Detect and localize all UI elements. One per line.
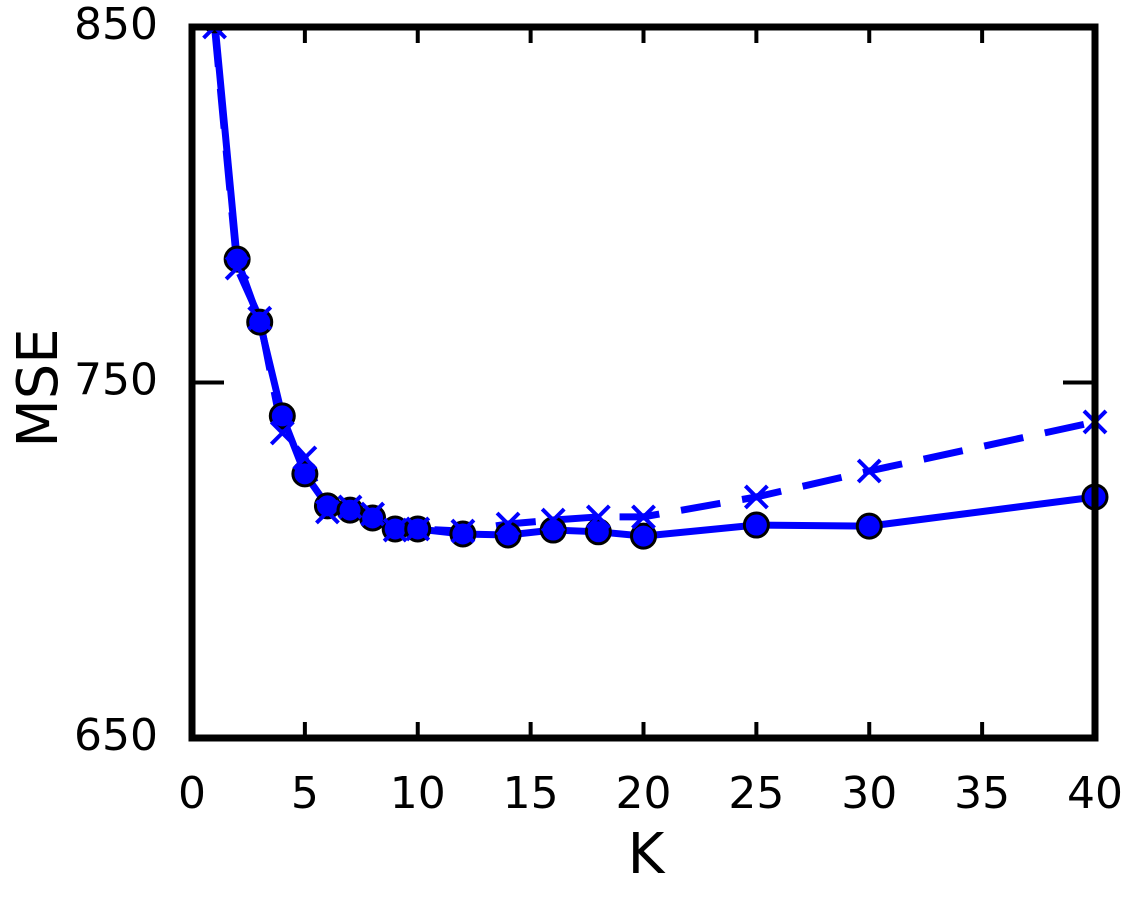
point-marker — [292, 445, 318, 471]
x-tick-label: 25 — [728, 768, 784, 819]
point-marker — [223, 245, 251, 273]
x-tick-label: 5 — [291, 768, 319, 819]
point-marker — [405, 516, 431, 542]
x-tick-label: 15 — [503, 768, 559, 819]
point-marker — [855, 512, 883, 540]
x-tick-label: 10 — [390, 768, 446, 819]
plot-area — [202, 27, 1109, 550]
point-marker — [291, 460, 319, 488]
point-marker — [382, 517, 408, 543]
point-marker — [336, 496, 364, 524]
point-marker — [540, 507, 566, 533]
point-marker — [495, 511, 521, 537]
point-marker — [246, 308, 274, 336]
point-marker — [584, 518, 612, 546]
point-marker — [247, 305, 273, 331]
x-tick-label: 35 — [954, 768, 1010, 819]
x-tick-label: 40 — [1067, 768, 1123, 819]
y-tick-label: 850 — [74, 0, 158, 50]
point-marker — [337, 494, 363, 520]
y-axis-label: MSE — [6, 328, 71, 447]
series-line — [211, 27, 1096, 535]
x-axis-label: K — [628, 822, 666, 887]
point-marker — [630, 522, 657, 550]
point-marker — [631, 504, 656, 530]
x-tick-label: 20 — [616, 768, 672, 819]
point-marker — [202, 27, 227, 40]
point-marker — [359, 504, 387, 532]
y-tick-label: 650 — [74, 710, 158, 761]
series-line — [211, 27, 1096, 540]
point-marker — [224, 255, 250, 281]
point-marker — [268, 402, 296, 430]
point-marker — [360, 501, 386, 527]
x-tick-label: 0 — [178, 768, 206, 819]
point-marker — [743, 484, 769, 510]
point-marker — [856, 458, 882, 484]
point-marker — [742, 511, 770, 539]
point-marker — [269, 420, 295, 446]
point-marker — [449, 520, 477, 548]
x-tick-label: 30 — [841, 768, 897, 819]
y-tick-label: 750 — [74, 355, 158, 406]
point-marker — [315, 499, 340, 525]
plot-frame — [188, 23, 1099, 742]
point-marker — [585, 504, 611, 530]
point-marker — [450, 518, 476, 544]
